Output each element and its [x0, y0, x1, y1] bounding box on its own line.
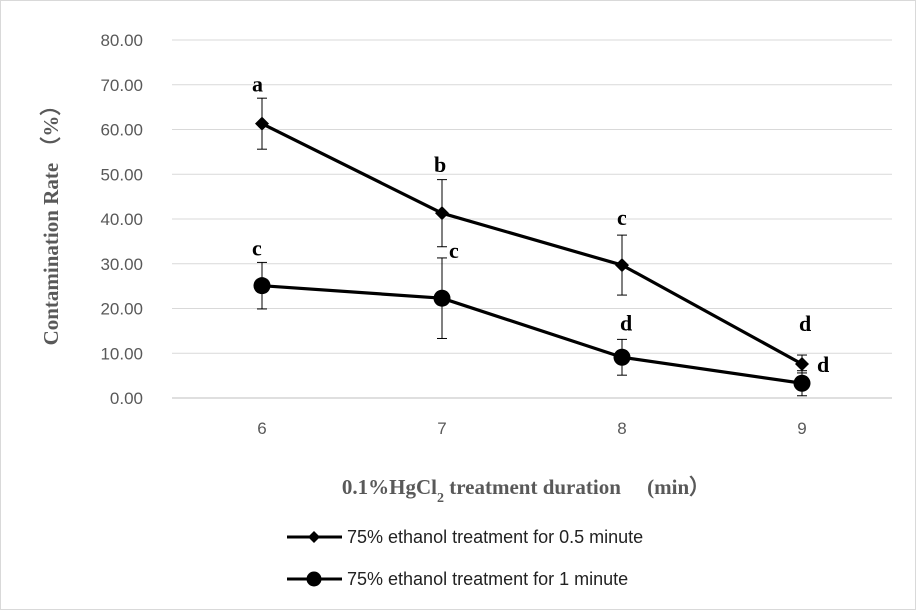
x-axis-title: 0.1%HgCl2 treatment duration (min）: [342, 475, 710, 506]
x-tick-label: 6: [257, 419, 266, 438]
significance-label: d: [620, 310, 632, 335]
legend-label-series-1: 75% ethanol treatment for 0.5 minute: [347, 527, 643, 547]
y-tick-label: 10.00: [100, 344, 143, 363]
series-line-2: [261, 284, 803, 385]
x-axis-title-subscript: 2: [437, 491, 444, 506]
y-tick-label: 70.00: [100, 76, 143, 95]
y-tick-label: 0.00: [110, 389, 143, 408]
y-tick-label: 50.00: [100, 165, 143, 184]
grid-lines: [172, 39, 892, 399]
y-tick-label: 30.00: [100, 255, 143, 274]
data-point-circle: [433, 289, 451, 307]
data-point-circle: [613, 348, 631, 366]
significance-label: a: [252, 72, 263, 97]
x-tick-label: 9: [797, 419, 806, 438]
series-line-1: [261, 122, 803, 366]
data-point-diamond: [435, 206, 449, 221]
y-tick-label: 60.00: [100, 121, 143, 140]
data-markers: [253, 116, 811, 392]
y-tick-label: 20.00: [100, 300, 143, 319]
series-lines: [261, 122, 803, 385]
legend-diamond-marker: [308, 531, 320, 543]
data-point-circle: [253, 277, 271, 295]
significance-label: b: [434, 152, 446, 177]
x-axis-title-main: 0.1%HgCl: [342, 475, 437, 499]
legend-circle-marker: [306, 571, 322, 587]
y-axis-title: Contamination Rate （%）: [39, 95, 63, 346]
data-point-circle: [793, 374, 811, 392]
significance-label: c: [252, 236, 262, 261]
legend-item-series-2: 75% ethanol treatment for 1 minute: [287, 569, 628, 589]
y-tick-label: 80.00: [100, 31, 143, 50]
significance-label: d: [799, 311, 811, 336]
x-tick-label: 8: [617, 419, 626, 438]
data-point-diamond: [255, 116, 269, 131]
legend-label-series-2: 75% ethanol treatment for 1 minute: [347, 569, 628, 589]
x-axis-title-suffix: treatment duration (min）: [444, 475, 710, 499]
y-tick-label: 40.00: [100, 210, 143, 229]
significance-label: c: [449, 238, 459, 263]
x-tick-labels: 6 7 8 9: [257, 419, 806, 438]
y-tick-labels: 0.00 10.00 20.00 30.00 40.00 50.00 60.00 70.00 8…: [100, 31, 143, 408]
legend: 75% ethanol treatment for 0.5 minute 75%…: [287, 527, 643, 589]
legend-item-series-1: 75% ethanol treatment for 0.5 minute: [287, 527, 643, 547]
data-point-diamond: [615, 258, 629, 273]
significance-label: c: [617, 205, 627, 230]
x-tick-label: 7: [437, 419, 446, 438]
data-point-diamond: [795, 356, 809, 371]
significance-label: d: [817, 352, 829, 377]
